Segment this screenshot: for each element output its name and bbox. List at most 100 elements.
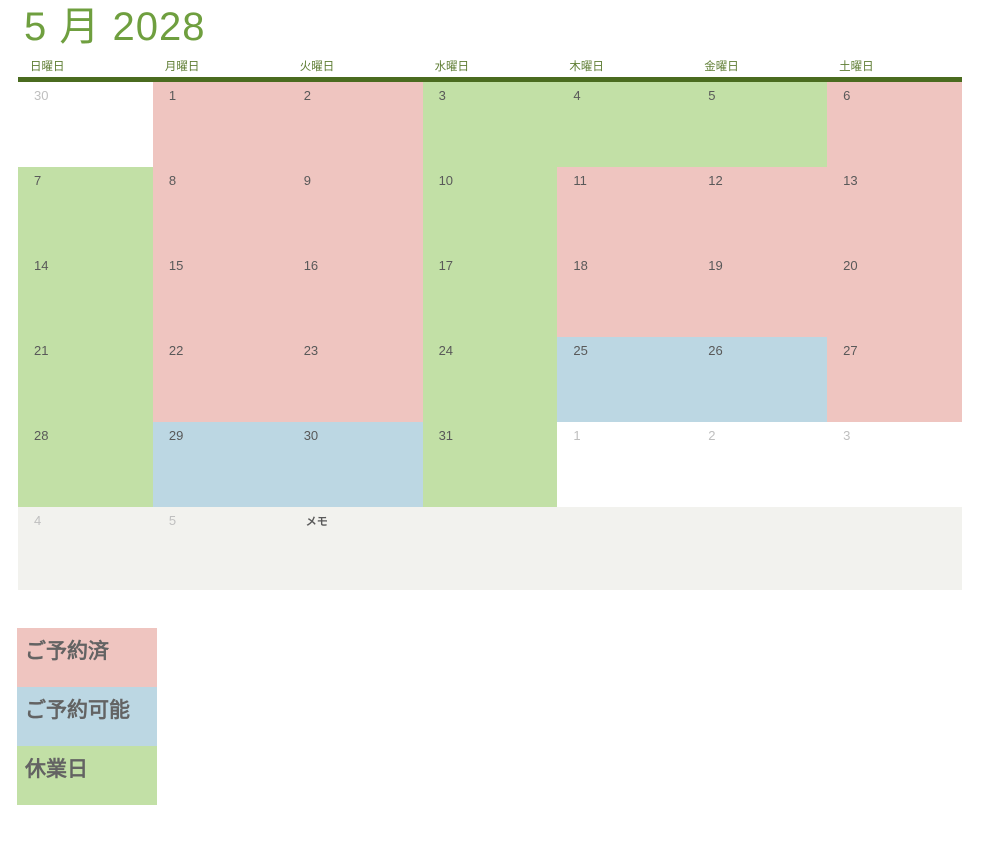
day-number: 23: [303, 343, 319, 358]
day-number: 30: [34, 88, 49, 103]
day-cell[interactable]: 25: [557, 337, 693, 422]
day-number: 1: [168, 88, 177, 103]
legend-label-reserved: ご予約済: [25, 640, 109, 663]
day-number: 29: [168, 428, 184, 443]
day-cell[interactable]: 14: [18, 252, 153, 337]
day-number: 1: [573, 428, 581, 443]
calendar-week-row: 30 1 2 3 4 5 6: [18, 82, 962, 167]
day-number: 12: [708, 173, 723, 188]
legend-item-reserved: ご予約済: [17, 628, 157, 687]
day-cell[interactable]: 1: [152, 82, 288, 167]
day-number: 17: [438, 258, 454, 273]
day-number: 25: [573, 343, 588, 358]
day-cell[interactable]: 4: [557, 82, 693, 167]
day-number: 2: [708, 428, 716, 443]
day-number: 16: [303, 258, 319, 273]
day-cell[interactable]: 8: [152, 167, 288, 252]
day-cell[interactable]: 17: [422, 252, 558, 337]
day-number: 20: [843, 258, 858, 273]
day-cell[interactable]: 12: [692, 167, 828, 252]
day-cell[interactable]: 2: [692, 422, 828, 507]
day-cell[interactable]: 30: [287, 422, 423, 507]
day-number: 18: [573, 258, 588, 273]
day-cell[interactable]: 1: [557, 422, 693, 507]
day-cell[interactable]: 31: [422, 422, 558, 507]
weekday-header-row: 日曜日 月曜日 火曜日 水曜日 木曜日 金曜日 土曜日: [18, 52, 962, 77]
day-cell[interactable]: 6: [827, 82, 962, 167]
memo-cell[interactable]: メモ: [287, 507, 423, 590]
weekday-label-friday: 金曜日: [704, 61, 739, 73]
day-cell[interactable]: 13: [827, 167, 962, 252]
day-number: 10: [438, 173, 454, 188]
day-cell[interactable]: 5: [692, 82, 828, 167]
day-number: 5: [168, 513, 177, 528]
calendar-week-row: 7 8 9 10 11 12 13: [18, 167, 962, 252]
day-cell[interactable]: 9: [287, 167, 423, 252]
day-cell[interactable]: 24: [422, 337, 558, 422]
memo-cell[interactable]: [557, 507, 693, 590]
page-title: 5 月 2028: [24, 5, 206, 49]
day-cell[interactable]: 22: [152, 337, 288, 422]
day-cell[interactable]: 29: [152, 422, 288, 507]
day-cell[interactable]: 27: [827, 337, 962, 422]
day-cell[interactable]: 2: [287, 82, 423, 167]
legend-label-available: ご予約可能: [25, 699, 130, 722]
memo-cell[interactable]: 4: [18, 507, 153, 590]
calendar-week-row: 28 29 30 31 1 2 3: [18, 422, 962, 507]
memo-row: 4 5 メモ: [18, 507, 962, 590]
weekday-label-saturday: 土曜日: [839, 61, 874, 73]
weekday-label-sunday: 日曜日: [30, 61, 65, 73]
day-cell[interactable]: 11: [557, 167, 693, 252]
day-number: 31: [438, 428, 454, 443]
day-number: 14: [34, 258, 49, 273]
day-cell[interactable]: 23: [287, 337, 423, 422]
memo-cell[interactable]: [827, 507, 962, 590]
weekday-label-tuesday: 火曜日: [299, 61, 335, 73]
day-number: 22: [168, 343, 184, 358]
day-number: 26: [708, 343, 723, 358]
day-number: 9: [303, 173, 311, 188]
day-cell[interactable]: 19: [692, 252, 828, 337]
legend-item-closed: 休業日: [17, 746, 157, 805]
day-cell[interactable]: 3: [422, 82, 558, 167]
day-number: 3: [438, 88, 446, 103]
weekday-label-wednesday: 水曜日: [434, 61, 470, 73]
day-number: 30: [303, 428, 319, 443]
calendar-week-row: 14 15 16 17 18 19 20: [18, 252, 962, 337]
calendar: 日曜日 月曜日 火曜日 水曜日 木曜日 金曜日 土曜日 30 1 2 3 4 5…: [18, 52, 962, 590]
day-number: 4: [34, 513, 42, 528]
day-cell[interactable]: 3: [827, 422, 962, 507]
day-number: 27: [843, 343, 858, 358]
day-cell[interactable]: 28: [18, 422, 153, 507]
day-number: 28: [34, 428, 49, 443]
day-number: 13: [843, 173, 858, 188]
memo-cell[interactable]: [422, 507, 558, 590]
legend-item-available: ご予約可能: [17, 687, 157, 746]
legend-label-closed: 休業日: [25, 758, 88, 781]
memo-label: メモ: [305, 516, 328, 528]
day-number: 15: [168, 258, 184, 273]
day-number: 4: [573, 88, 581, 103]
day-cell[interactable]: 7: [18, 167, 153, 252]
weekday-label-monday: 月曜日: [164, 61, 200, 73]
day-number: 3: [843, 428, 851, 443]
memo-cell[interactable]: [692, 507, 828, 590]
day-number: 5: [708, 88, 716, 103]
memo-cell[interactable]: 5: [152, 507, 288, 590]
day-cell[interactable]: 20: [827, 252, 962, 337]
day-cell[interactable]: 15: [152, 252, 288, 337]
weekday-label-thursday: 木曜日: [569, 61, 604, 73]
legend: ご予約済 ご予約可能 休業日: [17, 628, 157, 805]
day-cell[interactable]: 30: [18, 82, 153, 167]
day-number: 8: [168, 173, 177, 188]
day-number: 11: [573, 173, 587, 188]
day-cell[interactable]: 16: [287, 252, 423, 337]
day-cell[interactable]: 18: [557, 252, 693, 337]
day-number: 19: [708, 258, 723, 273]
day-cell[interactable]: 26: [692, 337, 828, 422]
day-cell[interactable]: 21: [18, 337, 153, 422]
day-number: 2: [303, 88, 311, 103]
calendar-week-row: 21 22 23 24 25 26 27: [18, 337, 962, 422]
day-number: 6: [843, 88, 851, 103]
day-cell[interactable]: 10: [422, 167, 558, 252]
